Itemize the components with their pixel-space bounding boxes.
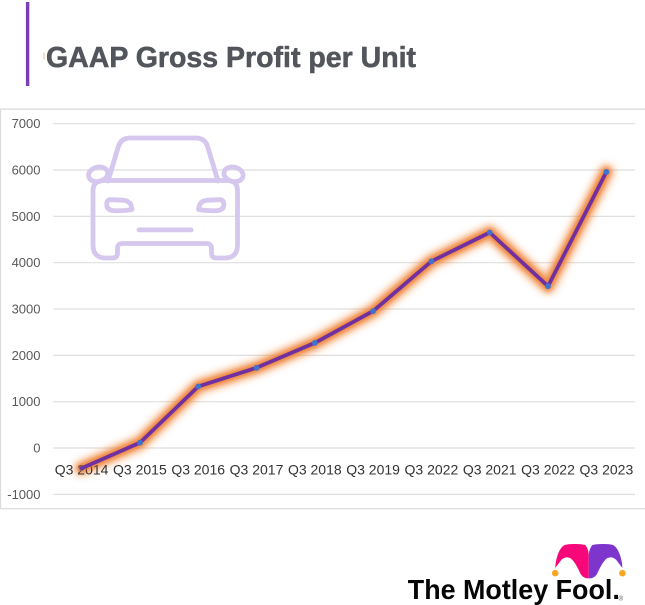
svg-text:3000: 3000 bbox=[12, 302, 41, 317]
svg-text:1000: 1000 bbox=[12, 394, 41, 409]
svg-text:4000: 4000 bbox=[12, 255, 41, 270]
svg-text:-1000: -1000 bbox=[7, 487, 40, 502]
svg-text:Q3 2023: Q3 2023 bbox=[580, 462, 634, 478]
svg-text:Q3 2015: Q3 2015 bbox=[113, 462, 167, 478]
svg-text:2000: 2000 bbox=[12, 348, 41, 363]
svg-text:Q3 2017: Q3 2017 bbox=[230, 462, 284, 478]
svg-text:Q3 2022: Q3 2022 bbox=[521, 462, 575, 478]
svg-text:6000: 6000 bbox=[12, 163, 41, 178]
svg-text:0: 0 bbox=[33, 441, 40, 456]
svg-text:Q3 2018: Q3 2018 bbox=[288, 462, 342, 478]
svg-text:®: ® bbox=[618, 595, 623, 603]
svg-text:The Motley Fool.: The Motley Fool. bbox=[408, 574, 620, 605]
svg-text:5000: 5000 bbox=[12, 209, 41, 224]
svg-text:Q3 2019: Q3 2019 bbox=[346, 462, 400, 478]
svg-text:Q3 2021: Q3 2021 bbox=[463, 462, 517, 478]
svg-text:Q3 2016: Q3 2016 bbox=[171, 462, 225, 478]
svg-text:GAAP Gross Profit per Unit: GAAP Gross Profit per Unit bbox=[46, 42, 417, 74]
svg-text:Q3 2022: Q3 2022 bbox=[405, 462, 459, 478]
svg-text:7000: 7000 bbox=[12, 116, 41, 131]
